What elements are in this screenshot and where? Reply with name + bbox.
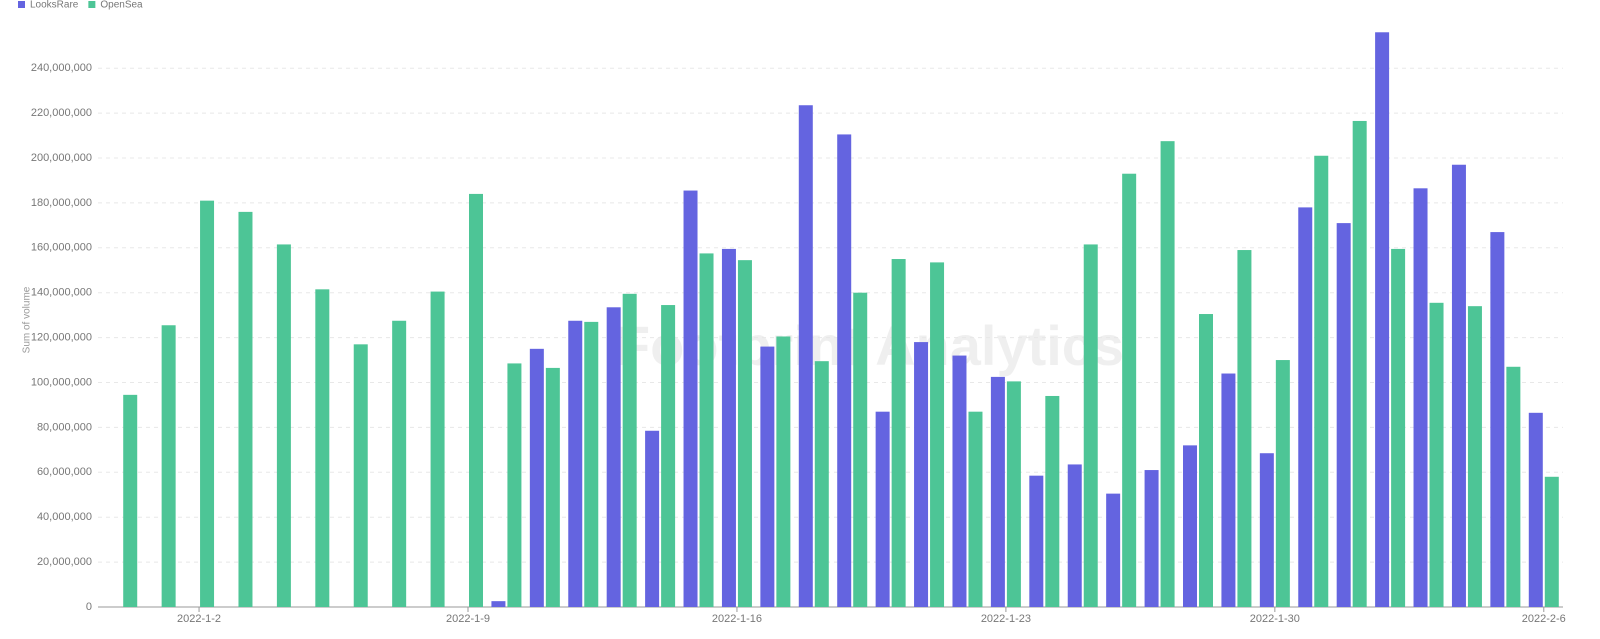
bar xyxy=(798,105,813,608)
bar xyxy=(1467,306,1482,607)
bar xyxy=(776,336,791,607)
y-axis-label: Sum of volume xyxy=(22,286,33,353)
bar xyxy=(1429,302,1444,607)
y-tick-label: 20,000,000 xyxy=(37,556,92,568)
bar xyxy=(875,411,890,607)
bar xyxy=(469,193,483,608)
bar xyxy=(1490,232,1505,607)
y-tick-label: 60,000,000 xyxy=(37,466,92,478)
x-tick-label: 2022-1-2 xyxy=(177,613,221,625)
bar xyxy=(1122,173,1137,607)
bar xyxy=(1314,155,1329,607)
y-tick-label: 40,000,000 xyxy=(37,511,92,523)
bar xyxy=(721,248,736,608)
bar xyxy=(1237,250,1252,608)
bar xyxy=(814,361,829,607)
bar xyxy=(161,325,176,607)
x-tick-label: 2022-2-6 xyxy=(1522,613,1566,625)
y-tick-label: 120,000,000 xyxy=(31,332,92,344)
bar xyxy=(990,376,1005,607)
bar xyxy=(853,292,868,607)
bar xyxy=(1006,381,1021,607)
x-tick-label: 2022-1-30 xyxy=(1250,613,1300,625)
bar xyxy=(1221,373,1236,607)
bar xyxy=(968,411,983,607)
y-tick-label: 140,000,000 xyxy=(31,287,92,299)
bar xyxy=(507,363,522,607)
bar xyxy=(1083,244,1098,607)
bar xyxy=(1183,445,1197,607)
bar xyxy=(200,200,215,607)
bar xyxy=(914,342,929,607)
bar xyxy=(930,262,945,607)
x-tick-label: 2022-1-9 xyxy=(446,613,490,625)
bar xyxy=(545,367,560,607)
bar xyxy=(529,348,544,607)
bar xyxy=(1298,207,1313,607)
bar xyxy=(584,321,599,607)
y-tick-label: 100,000,000 xyxy=(31,376,92,388)
bar xyxy=(123,394,138,607)
bar xyxy=(1106,493,1121,607)
bar xyxy=(1259,453,1274,607)
bar xyxy=(491,601,506,607)
bar xyxy=(699,253,714,607)
legend-label: LooksRare xyxy=(30,0,79,11)
bar xyxy=(1199,314,1213,607)
bar xyxy=(276,244,291,607)
bar xyxy=(952,355,967,607)
y-tick-label: 220,000,000 xyxy=(31,107,92,119)
y-tick-label: 80,000,000 xyxy=(37,421,92,433)
legend-swatch xyxy=(18,1,25,8)
bar xyxy=(392,320,407,607)
legend-label: OpenSea xyxy=(100,0,143,11)
bar xyxy=(606,307,621,607)
bar xyxy=(661,305,676,607)
y-tick-label: 0 xyxy=(86,601,92,613)
bar xyxy=(1413,188,1428,607)
bar xyxy=(1528,412,1543,607)
bar xyxy=(1506,366,1521,607)
bar xyxy=(568,320,583,607)
bar xyxy=(1144,470,1159,607)
y-tick-label: 160,000,000 xyxy=(31,242,92,254)
bar xyxy=(622,293,637,607)
bar xyxy=(683,190,698,608)
y-tick-label: 240,000,000 xyxy=(31,62,92,74)
x-tick-label: 2022-1-23 xyxy=(981,613,1031,625)
bar xyxy=(238,211,253,607)
bar xyxy=(315,289,330,607)
bar xyxy=(645,430,660,607)
bar xyxy=(1045,395,1060,607)
bar xyxy=(1336,223,1351,608)
bar xyxy=(430,291,445,607)
bar xyxy=(1029,475,1044,607)
bar xyxy=(837,134,852,608)
bar xyxy=(760,346,775,607)
x-tick-label: 2022-1-16 xyxy=(712,613,762,625)
y-tick-label: 180,000,000 xyxy=(31,197,92,209)
bar xyxy=(737,260,752,607)
bar xyxy=(1375,32,1390,607)
bar xyxy=(1352,120,1367,608)
bar xyxy=(1160,141,1175,607)
bar xyxy=(1391,248,1406,608)
bar xyxy=(1275,360,1290,607)
y-tick-label: 200,000,000 xyxy=(31,152,92,164)
bar xyxy=(353,344,368,607)
bar xyxy=(1451,164,1466,608)
bar xyxy=(1067,464,1082,607)
bar xyxy=(891,259,906,607)
legend-swatch xyxy=(88,1,96,8)
bar xyxy=(1544,476,1559,607)
